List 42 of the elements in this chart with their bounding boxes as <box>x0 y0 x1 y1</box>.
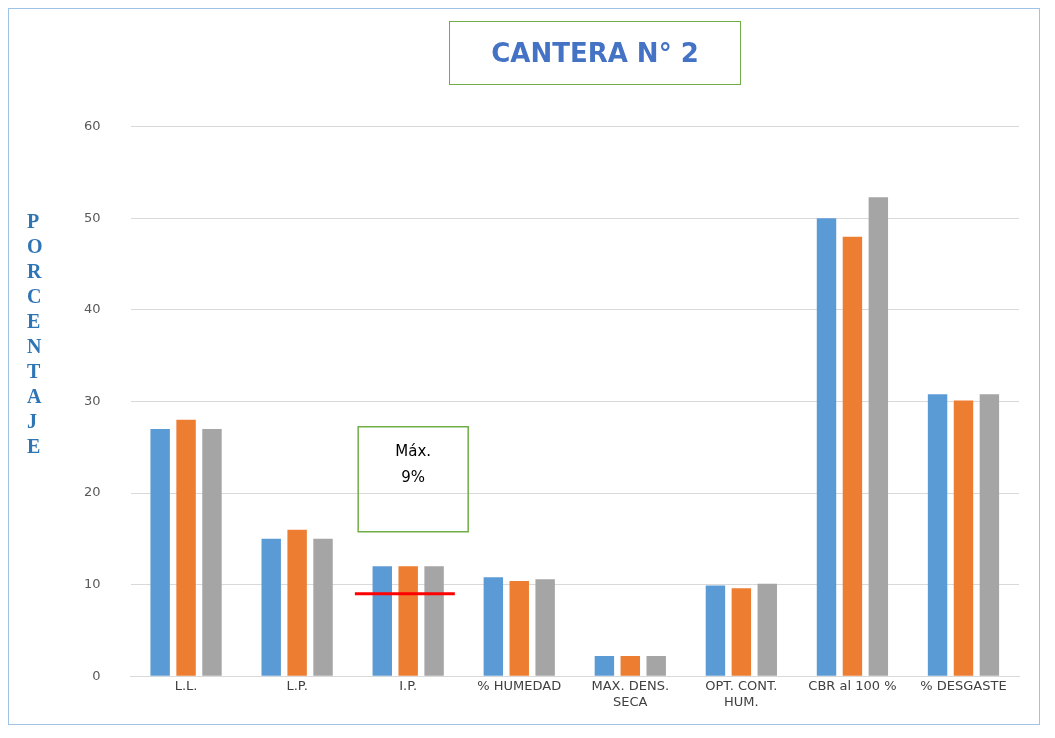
bar <box>372 566 392 676</box>
text: PORCENTAJE <box>27 210 43 457</box>
bar <box>705 585 726 676</box>
y-tick-label: 60 <box>84 118 101 134</box>
x-tick-label: L.P. <box>286 678 308 694</box>
bar <box>927 394 948 676</box>
bar <box>535 579 555 676</box>
y-tick-label: 40 <box>84 301 101 317</box>
bar <box>176 419 196 676</box>
y-tick-label: 10 <box>84 576 101 592</box>
x-tick-label: I.P. <box>399 678 418 694</box>
x-tick-label: MAX. DENS. SECA <box>591 678 670 709</box>
bar <box>150 428 170 676</box>
y-tick-label: 50 <box>84 209 101 225</box>
x-tick-label: OPT. CONT. HUM. <box>705 678 778 709</box>
y-tick-label: 0 <box>92 667 101 683</box>
bar <box>202 428 222 676</box>
bar <box>816 218 837 676</box>
x-tick-label: % HUMEDAD <box>477 678 562 694</box>
chart-title: CANTERA N° 2 <box>449 21 741 85</box>
bar <box>509 580 529 676</box>
x-tick-label: CBR al 100 % <box>808 678 897 694</box>
bar <box>261 538 281 676</box>
bar <box>953 400 974 676</box>
bar <box>620 656 641 676</box>
x-tick-label: % DESGASTE <box>920 678 1007 694</box>
bar <box>731 588 752 676</box>
annotation: Máx. 9% <box>395 441 432 486</box>
bar <box>594 656 615 676</box>
bar <box>842 236 863 676</box>
x-tick-label: L.L. <box>174 678 198 694</box>
y-tick-label: 20 <box>84 484 101 500</box>
bar <box>979 394 1000 676</box>
bar <box>398 566 418 676</box>
bar <box>646 656 666 676</box>
y-tick-label: 30 <box>84 392 101 408</box>
bar <box>757 583 777 676</box>
bar <box>483 577 504 676</box>
bar <box>868 197 889 676</box>
bar <box>313 538 333 676</box>
bar <box>424 566 444 676</box>
bar <box>287 529 307 676</box>
